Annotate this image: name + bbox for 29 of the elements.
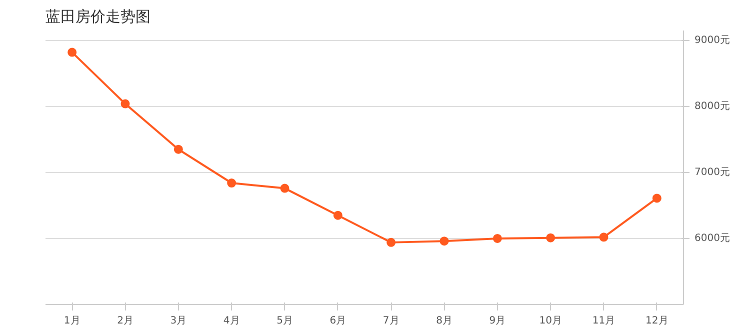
point bbox=[546, 233, 556, 242]
y-tick-label: 7000元 bbox=[694, 166, 730, 178]
point bbox=[120, 99, 130, 108]
chart-title: 蓝田房价走势图 bbox=[46, 8, 150, 26]
point bbox=[174, 144, 183, 154]
point bbox=[652, 194, 662, 203]
x-tick-label: 4月 bbox=[223, 316, 240, 326]
x-tick-label: 6月 bbox=[330, 316, 346, 326]
x-tick-label: 3月 bbox=[170, 316, 187, 326]
point bbox=[492, 234, 502, 243]
point bbox=[227, 178, 236, 188]
point bbox=[599, 232, 608, 242]
x-tick-label: 8月 bbox=[436, 316, 452, 326]
point bbox=[68, 48, 77, 57]
point bbox=[280, 184, 290, 193]
x-tick-label: 5月 bbox=[276, 316, 293, 326]
point bbox=[440, 236, 449, 246]
y-tick-label: 9000元 bbox=[694, 34, 730, 46]
x-tick-label: 11月 bbox=[592, 316, 616, 326]
x-tick-label: 1月 bbox=[64, 316, 80, 326]
x-tick-label: 7月 bbox=[382, 316, 400, 326]
y-tick-label: 8000元 bbox=[694, 100, 730, 112]
point bbox=[386, 238, 396, 247]
x-tick-label: 9月 bbox=[489, 316, 506, 326]
x-tick-label: 2月 bbox=[117, 316, 134, 326]
x-tick-label: 12月 bbox=[646, 316, 668, 326]
point bbox=[333, 210, 342, 220]
x-tick-label: 10月 bbox=[539, 316, 562, 326]
y-tick-label: 6000元 bbox=[694, 232, 730, 244]
